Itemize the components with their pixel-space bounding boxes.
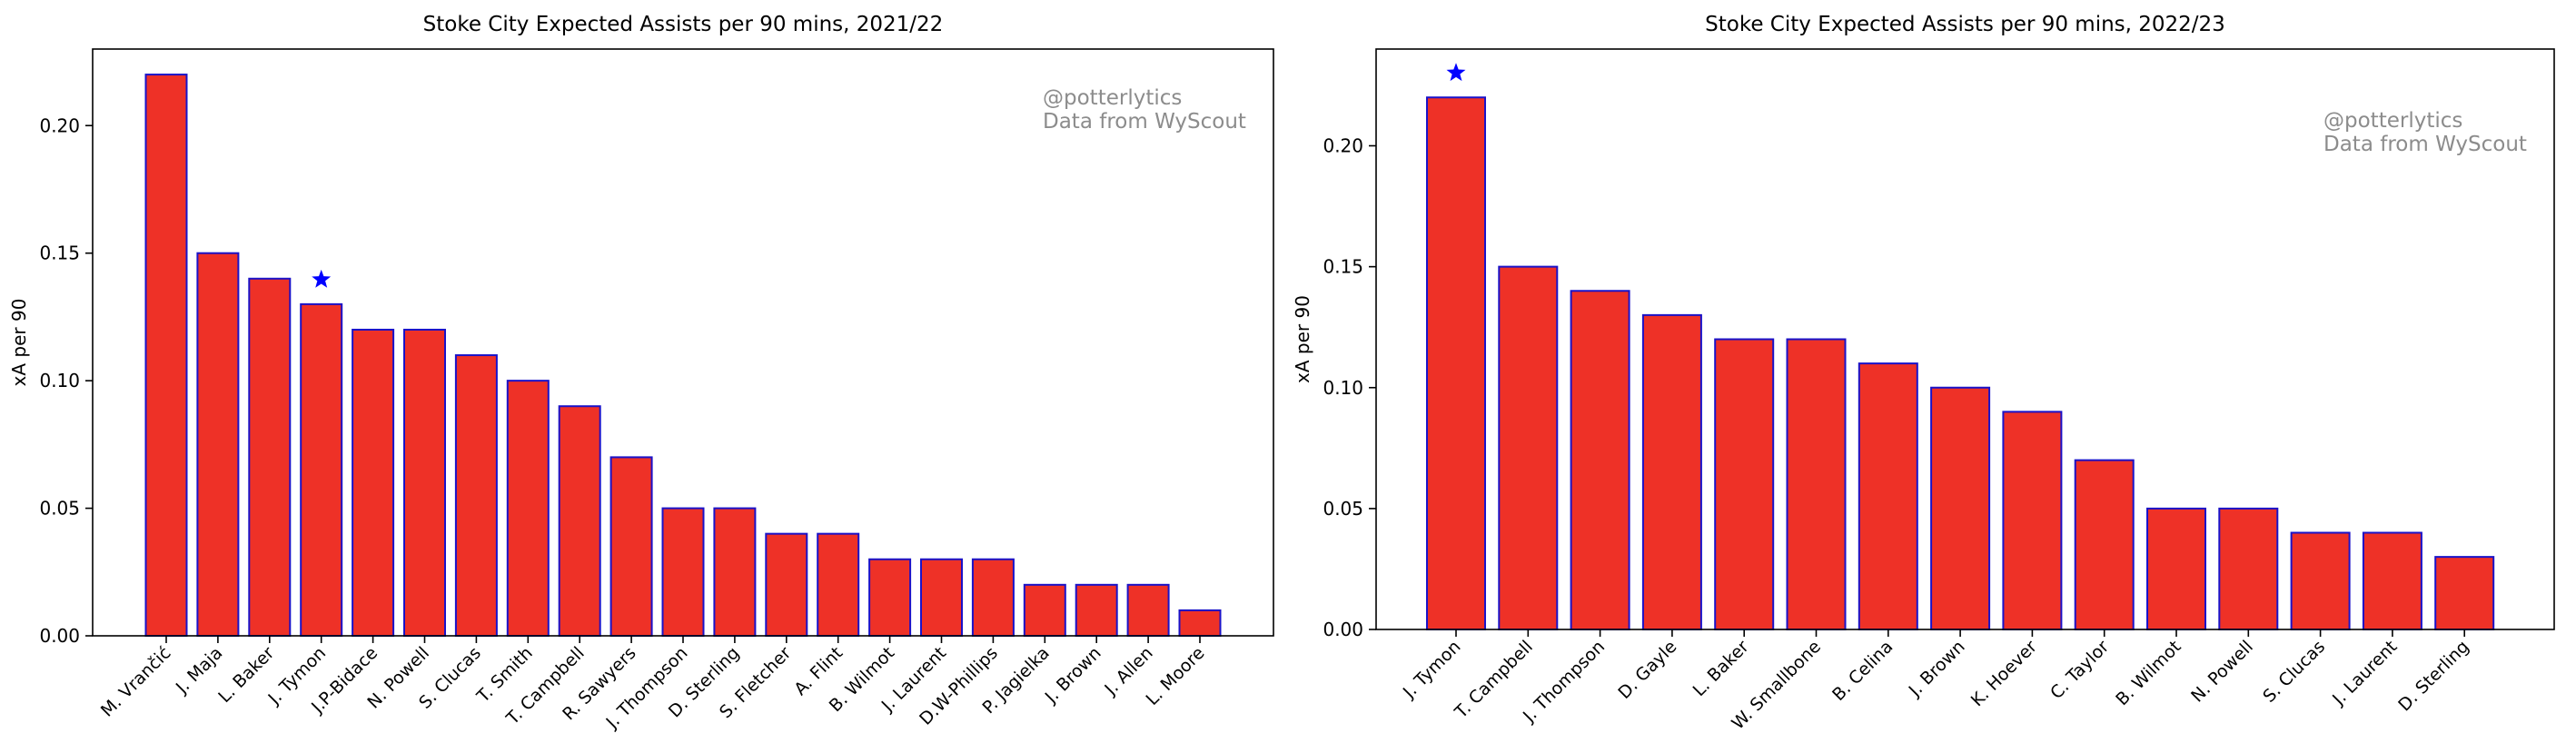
bar-n-powell: [2218, 507, 2279, 630]
y-tick-label: 0.15: [39, 243, 80, 264]
bar-b-wilmot: [2146, 507, 2206, 630]
bar-j-maja: [196, 252, 240, 637]
highlight-star-icon: [312, 269, 332, 288]
chart-panel-1: Stoke City Expected Assists per 90 mins,…: [8, 13, 1274, 733]
highlight-star-icon: [1446, 63, 1466, 82]
bar-a-flint: [817, 532, 860, 637]
bar-b-wilmot: [868, 558, 912, 638]
y-tick-label: 0.15: [1323, 256, 1363, 278]
y-tick-label: 0.05: [39, 498, 80, 520]
bar-l-moore: [1178, 609, 1222, 637]
x-tick-label: J. Tymon: [1399, 637, 1465, 703]
bar-d-w-phillips: [971, 558, 1015, 638]
bar-j-thompson: [1570, 290, 1630, 630]
y-axis-label: xA per 90: [8, 299, 30, 387]
bar-b-celina: [1858, 362, 1918, 630]
y-tick-label: 0.20: [1323, 135, 1363, 157]
x-tick-label: J. Laurent: [2328, 637, 2401, 709]
bar-m-vran-i-: [144, 74, 188, 637]
y-tick-label: 0.05: [1323, 498, 1363, 520]
bar-l-baker: [1714, 338, 1775, 630]
bar-j-allen: [1126, 583, 1170, 638]
bar-j-brown: [1930, 386, 1991, 630]
bar-j-laurent: [920, 558, 963, 638]
x-tick-label: L. Baker: [1689, 637, 1753, 700]
bar-j-laurent: [2362, 531, 2422, 630]
x-tick-label: S. Clucas: [2259, 637, 2329, 707]
x-tick-label: D. Gayle: [1614, 637, 1680, 703]
y-tick-label: 0.10: [1323, 377, 1363, 399]
axes-frame: [1375, 48, 2555, 630]
chart-title: Stoke City Expected Assists per 90 mins,…: [423, 13, 944, 36]
x-tick-label: J. Brown: [1905, 637, 1969, 701]
y-axis-label: xA per 90: [1292, 295, 1313, 383]
bar-j-tymon: [1426, 96, 1486, 630]
annotation-text: @potterlytics: [2323, 109, 2462, 133]
bar-j-p-bidace: [352, 328, 395, 637]
bar-k-hoever: [2002, 411, 2063, 630]
x-tick-label: B. Celina: [1828, 637, 1897, 705]
bar-s-fletcher: [765, 532, 808, 637]
bar-t-campbell: [1498, 265, 1559, 630]
bar-w-smallbone: [1786, 338, 1847, 630]
bar-t-campbell: [558, 405, 601, 637]
axes-frame: [92, 48, 1274, 637]
x-tick-label: D. Sterling: [2394, 637, 2473, 716]
annotation-text: Data from WyScout: [1043, 110, 1246, 134]
x-tick-label: B. Wilmot: [2112, 637, 2185, 709]
y-tick-label: 0.00: [1323, 619, 1363, 640]
y-tick-label: 0.10: [39, 370, 80, 391]
annotation-text: Data from WyScout: [2323, 133, 2527, 156]
bar-j-thompson: [661, 507, 705, 638]
chart-title: Stoke City Expected Assists per 90 mins,…: [1705, 13, 2225, 36]
x-tick-label: N. Powell: [2187, 637, 2257, 707]
x-tick-label: K. Hoever: [1967, 637, 2041, 710]
bar-j-tymon: [300, 302, 343, 637]
bar-d-sterling: [713, 507, 757, 638]
bar-s-clucas: [2290, 531, 2351, 630]
y-tick-label: 0.00: [39, 625, 80, 647]
chart-panel-2: Stoke City Expected Assists per 90 mins,…: [1292, 13, 2555, 734]
x-tick-label: J. Brown: [1041, 643, 1105, 708]
y-tick-label: 0.20: [39, 114, 80, 136]
bar-t-smith: [506, 380, 550, 637]
bar-j-brown: [1075, 583, 1118, 638]
x-tick-label: M. Vrančić: [97, 643, 175, 721]
bar-p-jagielka: [1023, 583, 1066, 638]
bar-l-baker: [248, 277, 292, 637]
bar-n-powell: [403, 328, 446, 637]
bar-d-gayle: [1641, 313, 1702, 630]
bar-s-clucas: [454, 354, 498, 637]
bar-d-sterling: [2434, 556, 2495, 630]
x-tick-label: C. Taylor: [2046, 637, 2113, 703]
annotation-text: @potterlytics: [1043, 86, 1182, 110]
bar-r-sawyers: [609, 456, 653, 637]
bar-c-taylor: [2074, 459, 2135, 630]
